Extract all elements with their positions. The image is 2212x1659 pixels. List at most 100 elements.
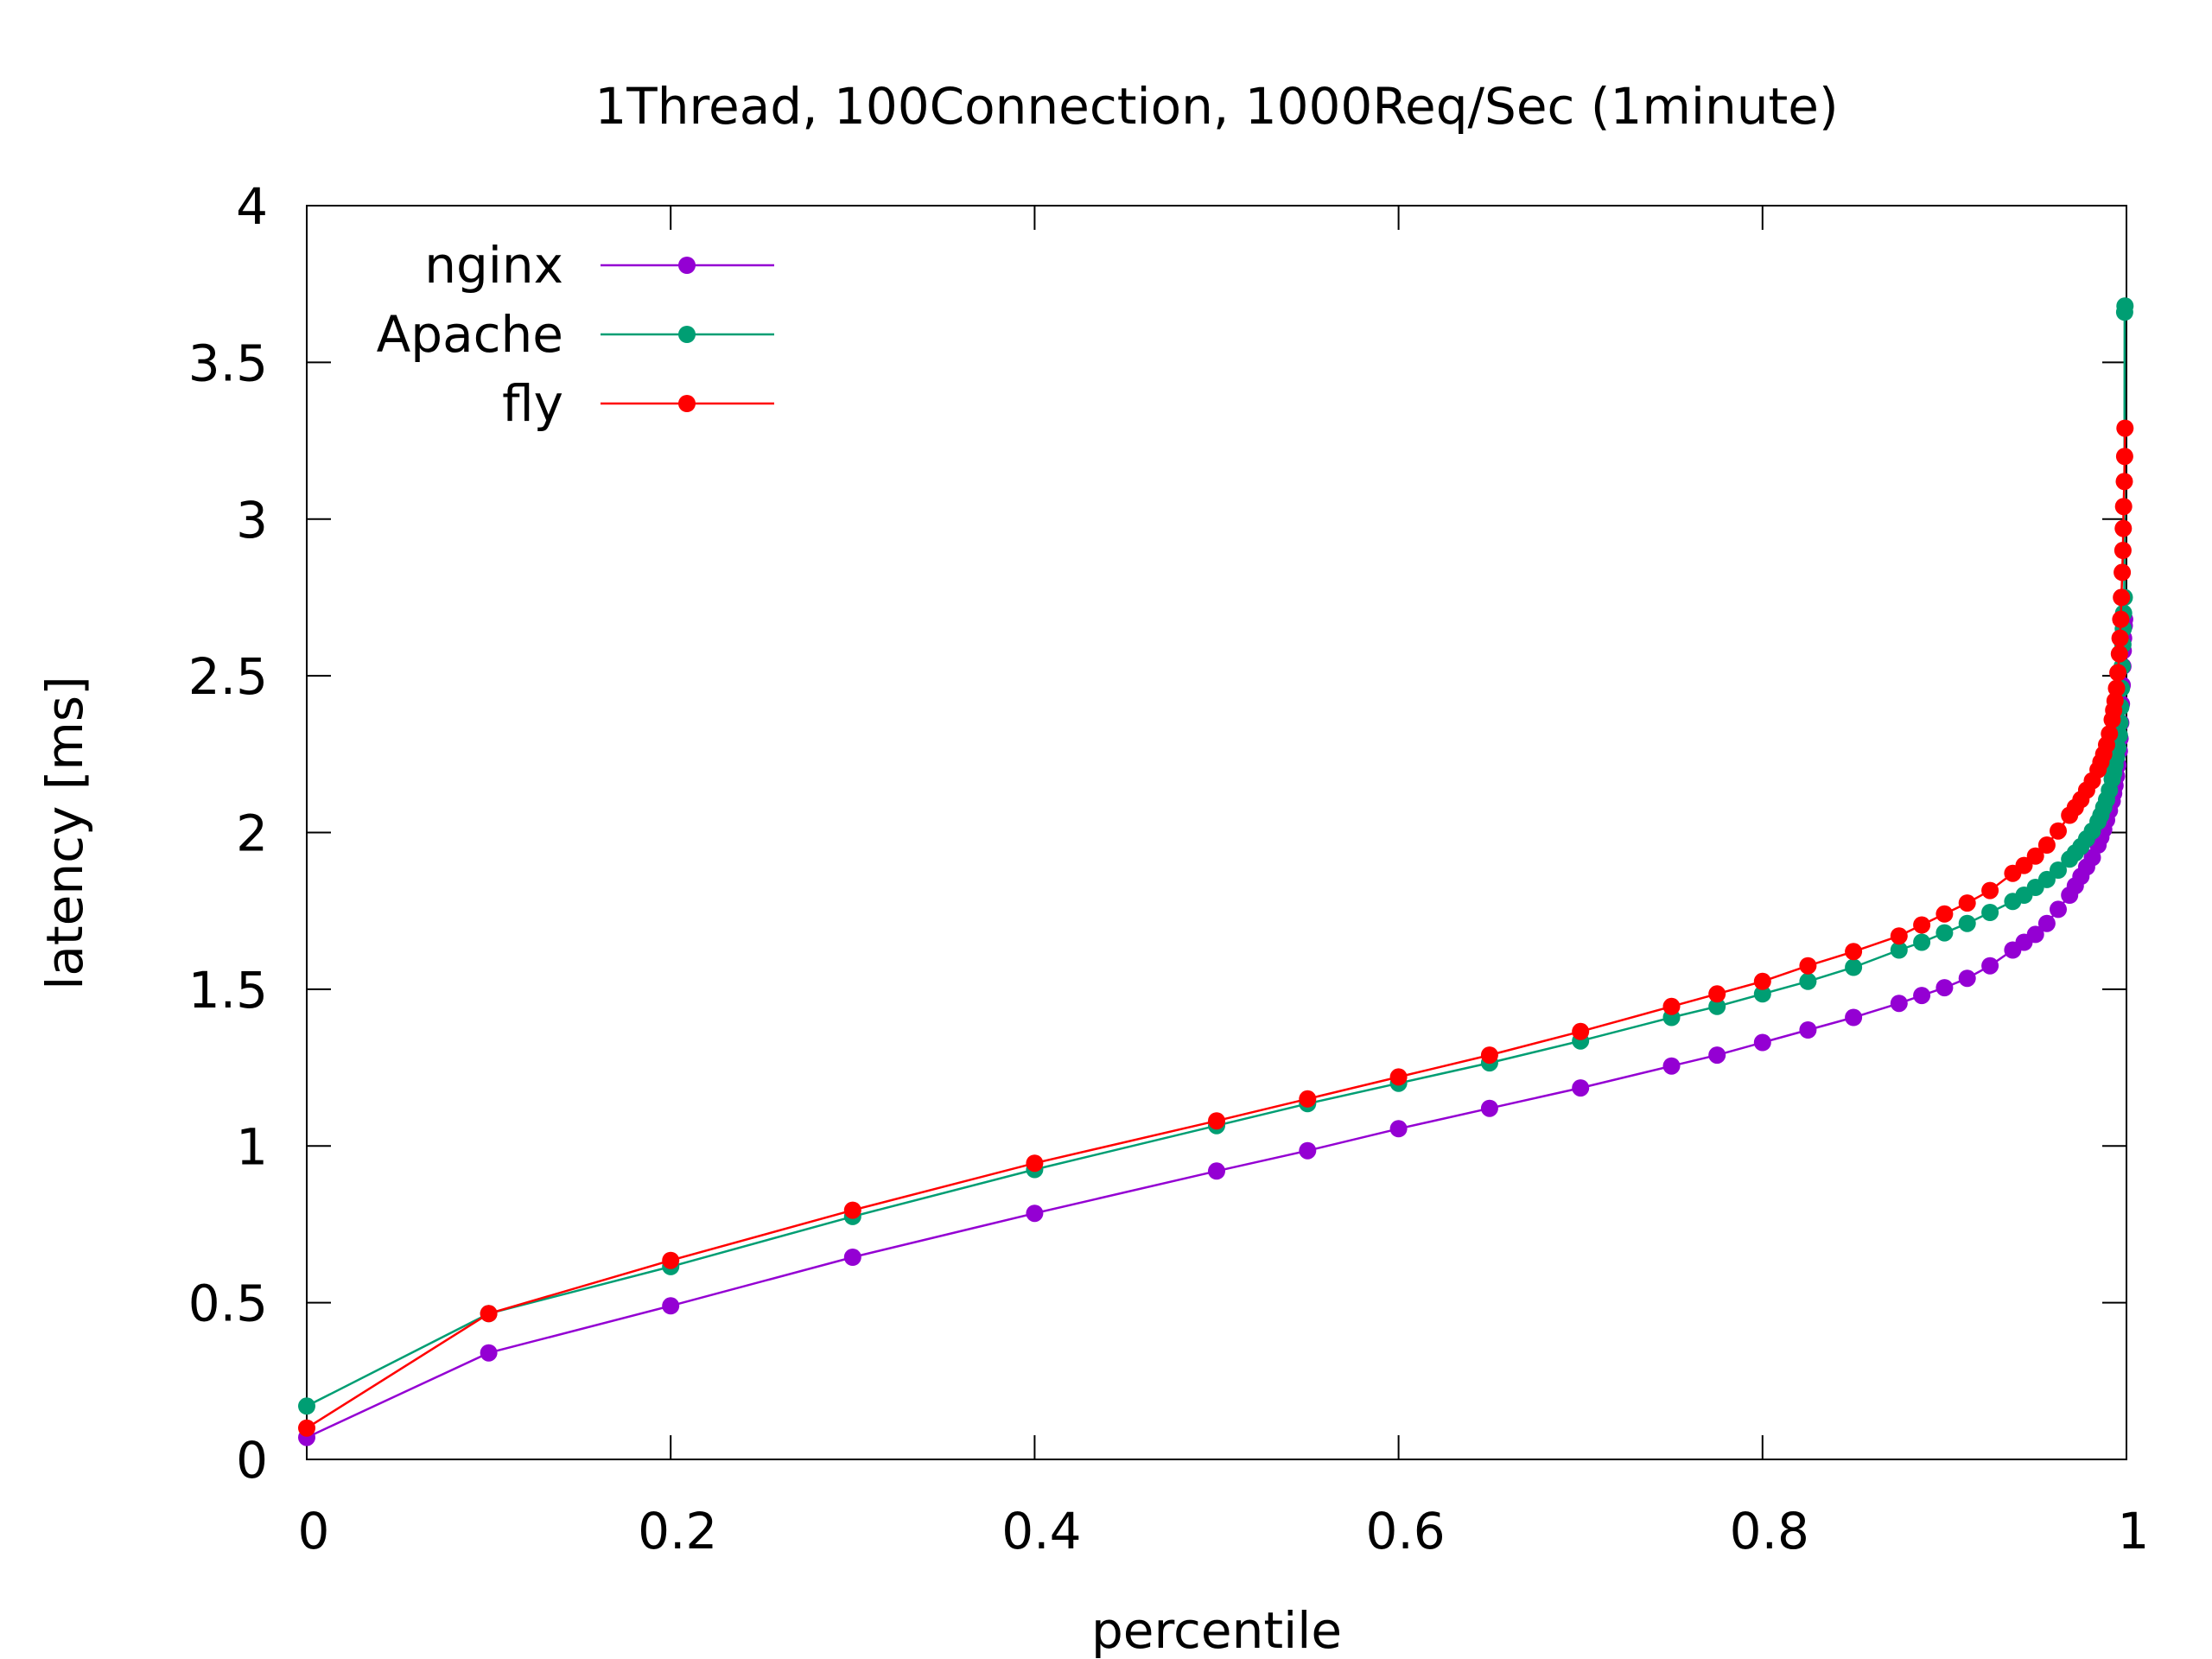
data-point-apache (1708, 997, 1726, 1015)
data-point-nginx (2026, 925, 2044, 944)
data-point-nginx (1708, 1046, 1726, 1065)
series-nginx (298, 610, 2133, 1446)
data-point-fly (1208, 1112, 1225, 1130)
data-point-nginx (1299, 1141, 1317, 1160)
legend-marker-fly (678, 395, 696, 412)
data-point-nginx (2037, 914, 2056, 932)
data-point-fly (1753, 972, 1771, 990)
data-point-apache (2116, 297, 2134, 315)
data-point-fly (1572, 1022, 1590, 1040)
series-apache (298, 297, 2134, 1415)
data-point-fly (662, 1251, 680, 1269)
data-point-fly (2113, 542, 2132, 559)
data-point-fly (2112, 610, 2130, 628)
data-point-fly (1890, 927, 1908, 945)
legend-label-apache: Apache (377, 305, 563, 364)
data-point-nginx (1913, 987, 1931, 1005)
data-point-nginx (1981, 957, 1999, 975)
data-point-fly (1389, 1068, 1408, 1086)
data-point-fly (2113, 588, 2131, 607)
legend-marker-nginx (678, 257, 696, 274)
series-line-nginx (306, 619, 2126, 1439)
data-point-apache (1845, 958, 1863, 976)
data-point-nginx (1753, 1033, 1771, 1052)
data-point-fly (2101, 725, 2119, 743)
data-point-nginx (1936, 979, 1954, 997)
y-tick-label: 4 (236, 177, 268, 236)
data-point-fly (2111, 629, 2129, 647)
data-point-apache (1799, 972, 1817, 990)
y-tick-label: 1 (236, 1117, 268, 1176)
data-point-fly (1708, 985, 1726, 1003)
data-point-apache (1936, 924, 1954, 942)
data-point-apache (2050, 861, 2067, 879)
chart-title: 1Thread, 100Connection, 1000Req/Sec (1mi… (594, 77, 1838, 136)
data-point-fly (1913, 916, 1931, 934)
y-tick-label: 3.5 (188, 334, 268, 392)
x-tick-label: 0.2 (638, 1502, 717, 1560)
data-point-fly (2106, 692, 2124, 710)
data-point-nginx (1958, 969, 1976, 988)
data-point-fly (2026, 847, 2044, 865)
data-point-nginx (1572, 1079, 1590, 1097)
data-point-fly (2050, 822, 2067, 840)
data-point-nginx (1799, 1021, 1817, 1039)
data-point-nginx (1480, 1099, 1498, 1117)
series-line-fly (306, 428, 2126, 1429)
x-tick-label: 0.4 (1001, 1502, 1081, 1560)
data-point-fly (2037, 836, 2056, 854)
data-point-fly (1845, 943, 1863, 961)
data-point-nginx (2050, 900, 2067, 918)
data-point-fly (298, 1419, 315, 1437)
data-point-apache (1753, 985, 1771, 1003)
data-point-fly (843, 1201, 861, 1219)
data-point-apache (1981, 904, 1999, 921)
data-point-fly (2109, 664, 2127, 682)
data-point-nginx (1026, 1205, 1044, 1223)
x-tick-label: 1 (2118, 1502, 2150, 1560)
data-point-fly (2115, 448, 2133, 466)
x-tick-label: 0.8 (1730, 1502, 1809, 1560)
data-point-fly (2116, 419, 2134, 437)
data-point-fly (1026, 1154, 1044, 1173)
data-point-fly (1981, 881, 1999, 899)
axis-ticks: 0 0.2 0.4 0.6 0.8 1 0 0.5 1 1.5 2 2.5 3 3.5 4 (188, 177, 2150, 1560)
data-point-nginx (662, 1297, 680, 1315)
data-point-apache (1913, 933, 1931, 951)
x-axis-title: percentile (1091, 1601, 1342, 1659)
data-point-nginx (1890, 995, 1908, 1013)
data-point-nginx (1662, 1057, 1681, 1075)
y-tick-label: 0.5 (188, 1274, 268, 1333)
data-point-nginx (1389, 1120, 1408, 1138)
series-line-apache (306, 306, 2126, 1408)
y-tick-label: 3 (236, 491, 268, 550)
legend-label-nginx: nginx (424, 236, 563, 295)
data-point-fly (1936, 905, 1954, 923)
y-tick-label: 2.5 (188, 647, 268, 706)
data-point-fly (1299, 1090, 1317, 1108)
data-point-apache (298, 1397, 315, 1415)
plot-frame (306, 205, 2127, 1460)
data-point-fly (1799, 957, 1817, 975)
x-tick-label: 0 (298, 1502, 330, 1560)
data-point-fly (1480, 1046, 1498, 1065)
series-layer (298, 297, 2134, 1446)
series-fly (298, 419, 2134, 1437)
data-point-fly (2113, 563, 2132, 582)
x-tick-label: 0.6 (1365, 1502, 1445, 1560)
y-tick-label: 0 (236, 1431, 268, 1490)
legend-label-fly: fly (502, 374, 563, 433)
y-axis-title: latency [ms] (35, 676, 94, 989)
data-point-fly (1958, 894, 1976, 912)
data-point-fly (2115, 473, 2133, 491)
data-point-fly (480, 1305, 498, 1323)
legend: nginx Apache fly (377, 236, 774, 433)
data-point-fly (1662, 997, 1681, 1015)
data-point-nginx (1845, 1008, 1863, 1027)
data-point-fly (2015, 856, 2033, 874)
data-point-nginx (480, 1344, 498, 1362)
data-point-nginx (1208, 1162, 1225, 1180)
data-point-fly (2114, 498, 2133, 516)
legend-marker-apache (678, 326, 696, 343)
